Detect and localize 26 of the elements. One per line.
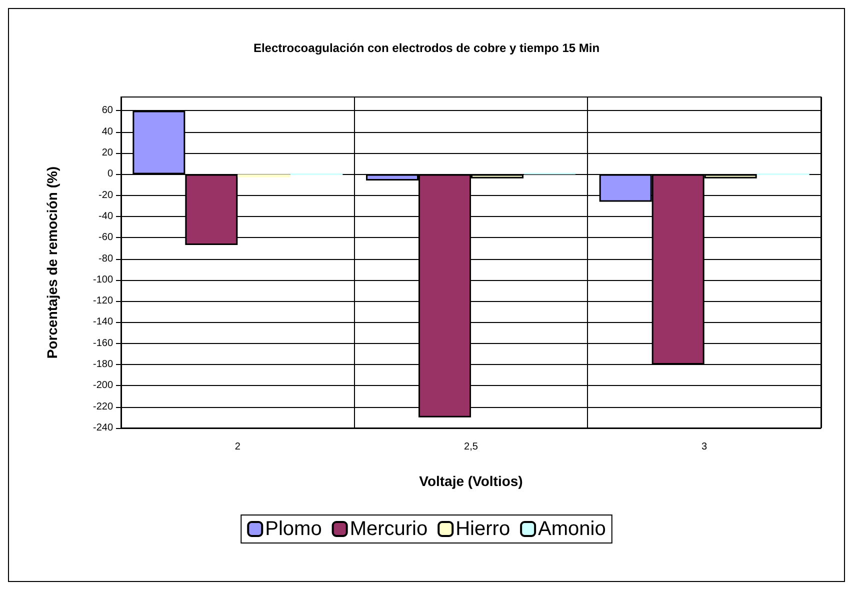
x-tick-label: 2,5 — [464, 442, 478, 452]
y-tick-label: 40 — [102, 126, 114, 138]
y-tick-label: -220 — [92, 401, 114, 412]
x-tick-label: 2 — [234, 442, 241, 452]
y-tick-label: -240 — [92, 422, 114, 434]
y-tick-label: -80 — [98, 253, 114, 264]
y-tick-label: -60 — [98, 232, 114, 244]
legend-label: Hierro — [456, 518, 510, 540]
legend-label: Mercurio — [350, 518, 428, 540]
y-tick-label: -140 — [92, 316, 114, 328]
y-tick-label: 0 — [107, 168, 114, 180]
x-tick-label: 3 — [702, 442, 708, 452]
chart-title: Electrocoagulación con electrodos de cobre y tiempo 15 Min — [253, 41, 600, 55]
y-tick-label: -120 — [92, 296, 114, 307]
y-tick-label: 20 — [102, 148, 114, 159]
y-tick-label: -40 — [98, 211, 114, 222]
y-tick-label: -20 — [98, 190, 114, 201]
y-tick-label: -160 — [92, 338, 114, 349]
y-tick-label: -100 — [92, 274, 114, 286]
y-tick-label: -200 — [92, 380, 114, 392]
legend-label: Plomo — [265, 518, 322, 540]
y-axis-title: Porcentajes de remoción (%) — [44, 166, 60, 359]
x-axis-title: Voltaje (Voltios) — [419, 473, 523, 489]
y-tick-label: 60 — [102, 105, 114, 116]
legend-label: Amonio — [538, 518, 606, 540]
y-tick-label: -180 — [92, 359, 114, 370]
